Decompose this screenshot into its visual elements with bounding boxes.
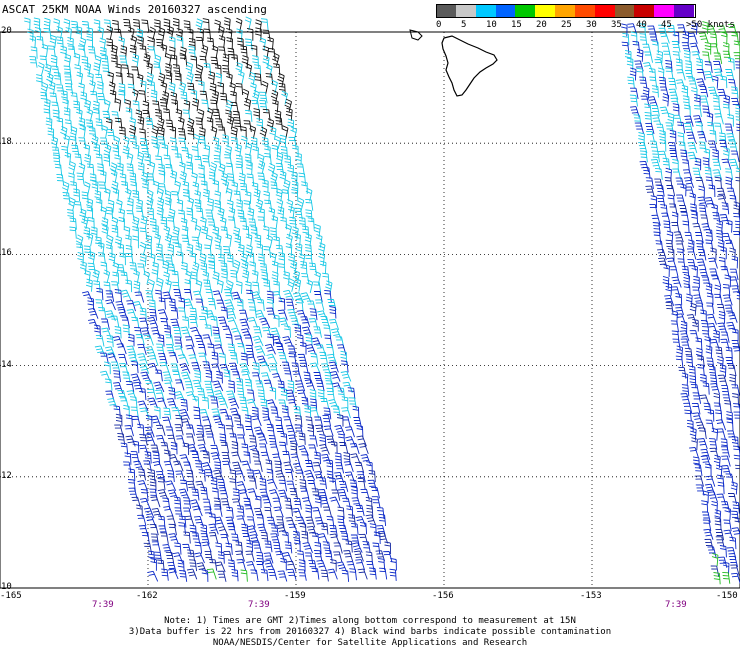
scale-label: 10: [486, 20, 497, 30]
time-label-east: 7:39: [665, 600, 687, 610]
scale-label: 30: [586, 20, 597, 30]
scale-label: 15: [511, 20, 522, 30]
scale-label: 20: [536, 20, 547, 30]
scale-label: >50 knots: [686, 20, 735, 30]
lat-label: 16: [1, 248, 12, 259]
scale-label: 25: [561, 20, 572, 30]
lat-label: 20: [1, 26, 12, 36]
lat-label: 18: [1, 137, 12, 148]
note-line-2: 3)Data buffer is 22 hrs from 20160327 4)…: [128, 627, 612, 637]
map-frame: [0, 31, 740, 589]
footnotes: Note: 1) Times are GMT 2)Times along bot…: [0, 616, 740, 649]
scale-swatch: [455, 4, 477, 17]
scale-swatch: [574, 4, 596, 17]
maui-island-outline: [409, 29, 423, 41]
lat-lon-grid: [0, 32, 740, 588]
scale-label: 40: [636, 20, 647, 30]
scale-swatch: [654, 4, 675, 17]
scale-swatch: [674, 4, 695, 17]
scale-swatch: [634, 4, 655, 17]
time-label-center: 7:39: [248, 600, 270, 610]
scale-outline: [436, 4, 696, 18]
map-title: ASCAT 25KM NOAA Winds 20160327 ascending: [2, 3, 267, 16]
scale-swatch: [436, 4, 457, 17]
scale-swatch: [614, 4, 635, 17]
scale-label: 45: [661, 20, 672, 30]
scale-label: 35: [611, 20, 622, 30]
lat-label: 12: [1, 470, 12, 481]
lon-label: -162: [136, 591, 158, 601]
scale-swatch: [495, 4, 516, 17]
wind-barbs-west-swath: [24, 16, 397, 582]
note-line-1: Note: 1) Times are GMT 2)Times along bot…: [164, 616, 576, 626]
note-line-3: NOAA/NESDIS/Center for Satellite Applica…: [212, 638, 528, 648]
wind-barbs-east-swath: [621, 21, 740, 585]
scale-swatch: [555, 4, 576, 17]
hawaii-island-outline: [441, 35, 498, 97]
scale-label: 5: [461, 20, 467, 30]
scale-swatch: [475, 4, 497, 17]
scale-swatch: [535, 4, 556, 17]
scale-swatch: [515, 4, 536, 17]
lon-label: -156: [432, 591, 454, 601]
lon-label: -159: [284, 591, 306, 601]
lon-label: -153: [580, 591, 602, 601]
lon-label: -150: [716, 591, 738, 601]
lon-label: -165: [0, 591, 22, 601]
lat-label: 14: [1, 359, 12, 370]
time-label-west: 7:39: [92, 600, 114, 610]
lat-label: 10: [1, 582, 12, 592]
scale-swatch: [594, 4, 616, 17]
scale-label: 0: [436, 20, 442, 30]
